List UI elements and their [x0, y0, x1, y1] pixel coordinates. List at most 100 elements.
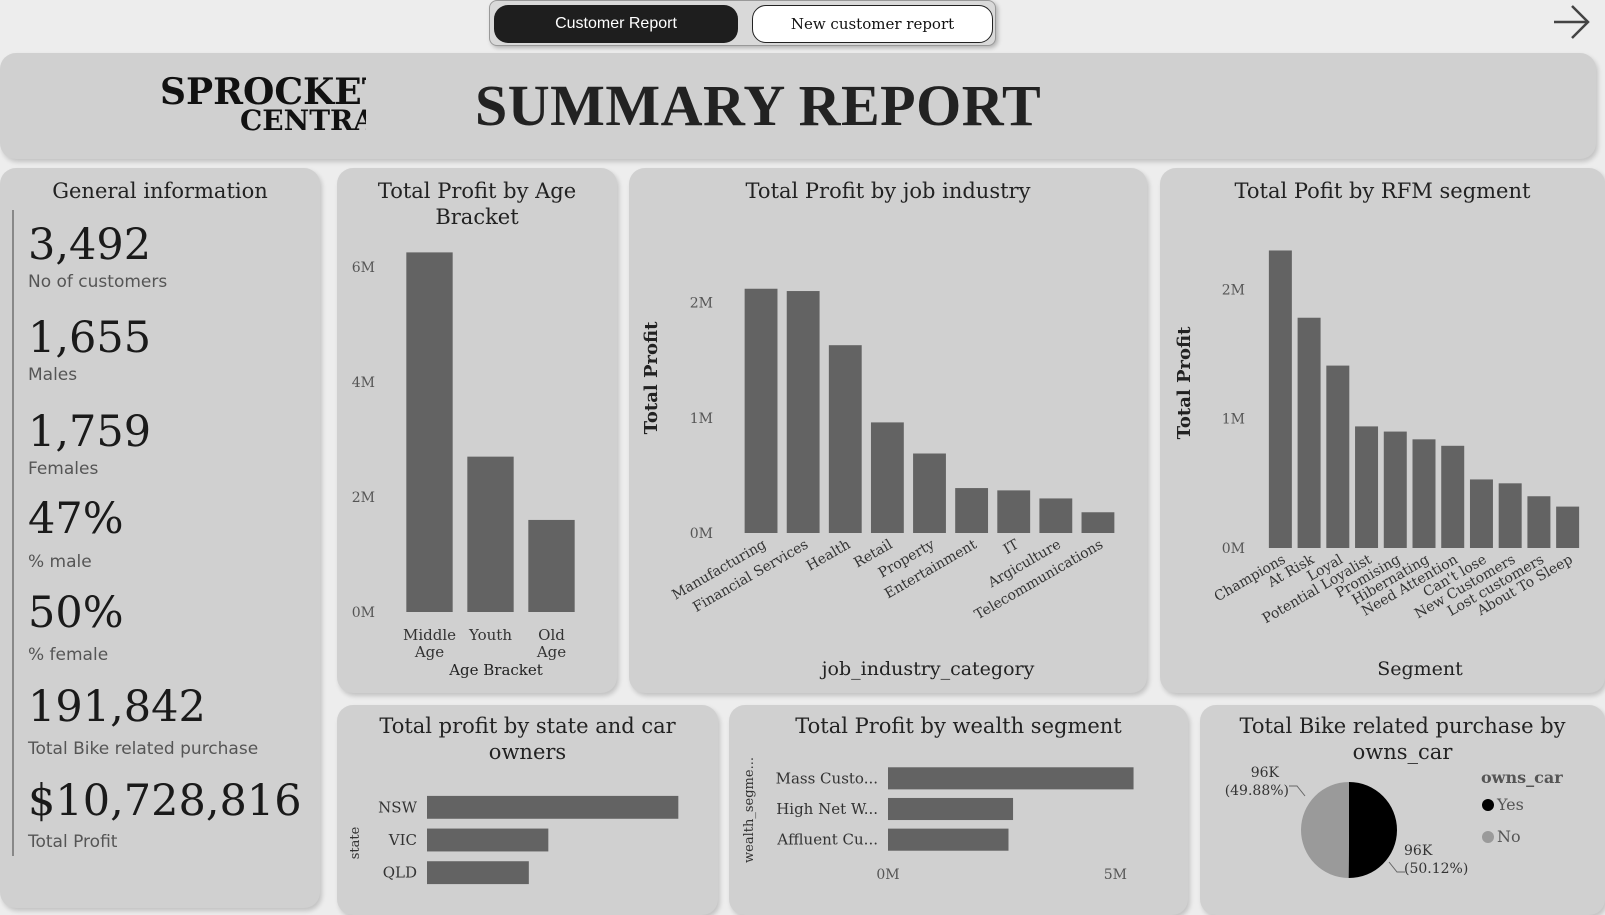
wealth-segment-title: Total Profit by wealth segment	[795, 714, 1122, 738]
category-label: NSW	[378, 798, 417, 816]
y-tick-label: 1M	[690, 411, 713, 427]
bar	[1326, 365, 1350, 548]
svg-text:CENTRAL: CENTRAL	[240, 104, 366, 132]
page-title: SUMMARY REPORT	[475, 73, 1042, 138]
bar	[1081, 512, 1115, 533]
x-axis-title: job_industry_category	[820, 658, 1035, 680]
kpi-bike-purchase-label: Total Bike related purchase	[28, 739, 259, 759]
age-bracket-card: Total Profit by Age Bracket 0M 2M 4M 6M Midd…	[337, 168, 617, 693]
kpi-pct-male-label: % male	[28, 552, 92, 572]
bar	[427, 828, 549, 852]
rfm-segment-card: Total Pofit by RFM segment 0M 1M 2M Champio…	[1160, 168, 1605, 693]
bar	[955, 488, 989, 533]
legend-label: Yes	[1496, 795, 1524, 814]
bar	[1355, 426, 1379, 548]
category-label: QLD	[383, 864, 417, 882]
job-industry-title: Total Profit by job industry	[745, 179, 1031, 203]
bar	[1268, 250, 1292, 548]
pie-slice	[1300, 782, 1349, 878]
kpi-customers-value: 3,492	[28, 220, 152, 270]
x-tick-label: Youth	[468, 626, 512, 644]
bar	[870, 422, 904, 533]
y-tick-label: 2M	[352, 490, 375, 506]
state-car-chart: NSW VIC QLD state	[348, 795, 679, 885]
bar	[1297, 317, 1321, 548]
y-tick-label: 0M	[690, 526, 713, 542]
x-tick-label: IT	[1001, 536, 1022, 558]
legend-swatch	[1482, 799, 1494, 811]
category-label: Affluent Cu...	[776, 831, 878, 849]
bar	[888, 767, 1134, 790]
kpi-divider	[12, 210, 14, 856]
x-tick-label: Middle	[403, 626, 456, 644]
pie-leader-line	[1388, 861, 1405, 873]
general-info-card: General information	[0, 168, 320, 908]
y-tick-label: 4M	[352, 375, 375, 391]
bar	[1383, 431, 1407, 548]
kpi-males-label: Males	[28, 365, 78, 385]
y-axis-title: Total Profit	[1174, 326, 1195, 440]
bar	[427, 861, 529, 885]
x-tick-label: Health	[804, 537, 854, 575]
pie-leader-line	[1289, 785, 1306, 797]
pie-percent-label: (49.88%)	[1225, 783, 1289, 799]
wealth-segment-card: Total Profit by wealth segment Mass Cust…	[729, 705, 1188, 915]
kpi-pct-male-value: 47%	[28, 494, 124, 544]
kpi-total-profit-label: Total Profit	[28, 832, 118, 852]
y-axis-title: Total Profit	[641, 321, 662, 435]
arrow-right-icon[interactable]	[1548, 0, 1594, 46]
general-info-title: General information	[52, 179, 268, 203]
owns-car-card: Total Bike related purchase by owns_car …	[1200, 705, 1605, 915]
x-tick-label: 0M	[876, 867, 899, 883]
kpi-pct-female-label: % female	[28, 645, 109, 665]
legend-title: owns_car	[1481, 768, 1563, 787]
bar	[1469, 479, 1493, 548]
kpi-females-label: Females	[28, 459, 99, 479]
category-label: VIC	[388, 831, 417, 849]
kpi-customers-label: No of customers	[28, 272, 168, 292]
age-bracket-title: Total Profit by Age Bracket	[377, 179, 577, 229]
tab-new-customer-report[interactable]: New customer report	[752, 5, 993, 43]
bar	[888, 828, 1009, 851]
pie-slice	[1348, 782, 1397, 878]
x-tick-label: Age	[536, 643, 566, 661]
legend-swatch	[1482, 831, 1494, 843]
x-axis-title: Segment	[1377, 658, 1463, 680]
pie-value-label: 96K	[1404, 843, 1433, 859]
rfm-segment-title: Total Pofit by RFM segment	[1234, 179, 1531, 203]
y-tick-label: 2M	[1222, 282, 1245, 298]
y-tick-label: 0M	[1222, 541, 1245, 557]
y-tick-label: 6M	[352, 260, 375, 276]
bar	[467, 456, 514, 612]
bar	[828, 345, 862, 533]
kpi-pct-female-value: 50%	[28, 588, 124, 638]
owns-car-chart: 96K (50.12%) 96K (49.88%) owns_car Yes No	[1225, 765, 1563, 878]
bar	[1527, 496, 1551, 548]
bar	[744, 288, 778, 533]
y-axis-title: wealth_segme...	[742, 757, 757, 863]
bar	[1039, 498, 1073, 533]
bar	[786, 291, 820, 533]
category-label: High Net W...	[776, 800, 878, 818]
kpi-bike-purchase-value: 191,842	[28, 682, 206, 732]
y-tick-label: 0M	[352, 605, 375, 621]
svg-text:SPROCKET: SPROCKET	[160, 71, 366, 113]
bar	[888, 797, 1014, 821]
pie-percent-label: (50.12%)	[1404, 861, 1468, 877]
category-label: Mass Custo...	[776, 769, 878, 787]
y-tick-label: 1M	[1222, 412, 1245, 428]
tab-customer-report[interactable]: Customer Report	[494, 5, 738, 43]
bar	[1412, 439, 1436, 548]
kpi-males-value: 1,655	[28, 313, 152, 363]
x-tick-label: Age	[414, 643, 444, 661]
bar	[406, 252, 453, 612]
bar	[913, 453, 946, 533]
bar	[427, 795, 679, 819]
job-industry-card: Total Profit by job industry 0M 1M 2M Manuf…	[629, 168, 1147, 693]
state-car-card: Total profit by state and car owners NSW…	[337, 705, 718, 915]
state-car-title: Total profit by state and car owners	[379, 714, 676, 764]
x-tick-label: 5M	[1104, 867, 1127, 883]
